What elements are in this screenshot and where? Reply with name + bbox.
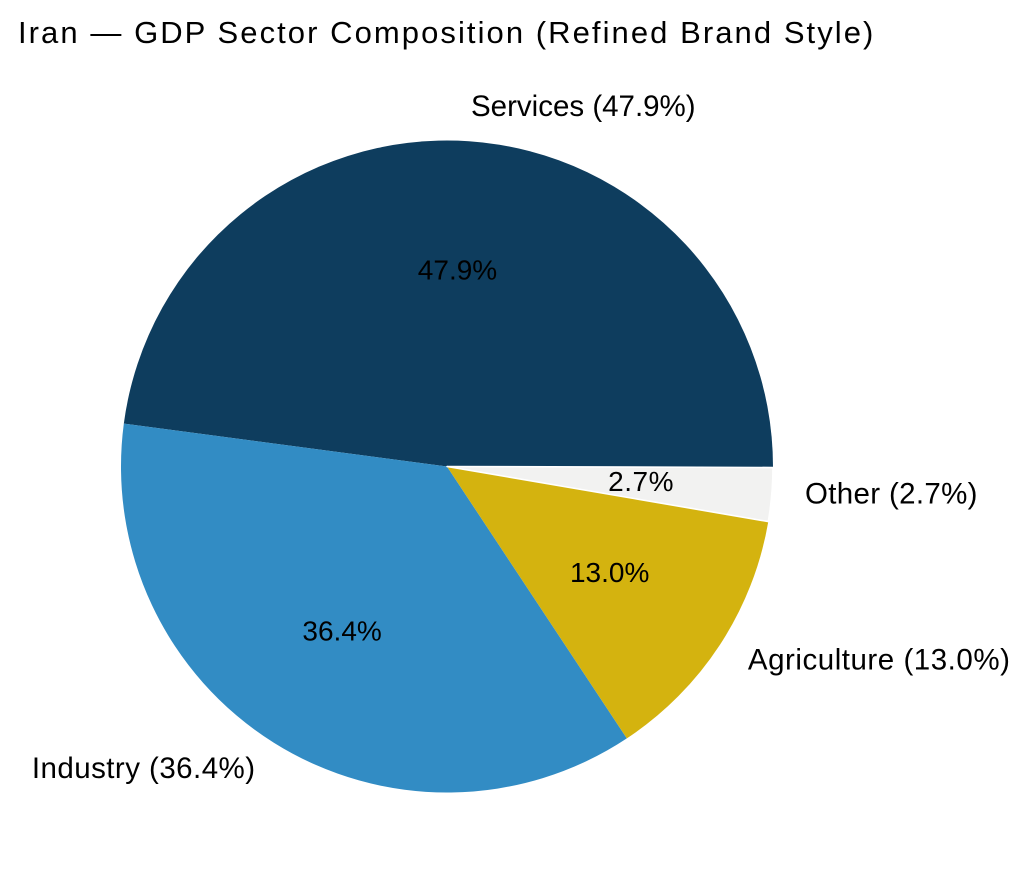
svg-text:2.7%: 2.7%: [608, 466, 674, 497]
svg-text:Services (47.9%): Services (47.9%): [471, 90, 696, 123]
svg-text:Agriculture (13.0%): Agriculture (13.0%): [748, 644, 1011, 677]
svg-text:13.0%: 13.0%: [570, 557, 649, 588]
svg-text:36.4%: 36.4%: [302, 615, 381, 646]
svg-text:Iran — GDP Sector Composition: Iran — GDP Sector Composition (Refined B…: [18, 15, 875, 50]
svg-text:Other (2.7%): Other (2.7%): [805, 478, 978, 511]
svg-text:47.9%: 47.9%: [418, 255, 497, 286]
svg-text:Industry (36.4%): Industry (36.4%): [32, 752, 256, 785]
